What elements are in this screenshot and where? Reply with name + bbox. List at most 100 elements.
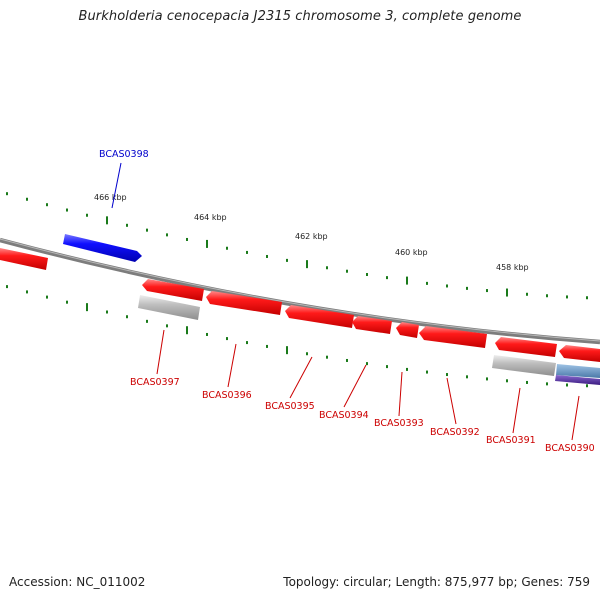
feature-steel-partial[interactable] xyxy=(556,364,600,378)
gene-label-bcas0394[interactable]: BCAS0394 xyxy=(319,410,369,421)
feature-purple-partial[interactable] xyxy=(555,375,600,385)
outer-tick-marks xyxy=(6,192,588,300)
outer-minor-tick xyxy=(186,237,188,241)
chromosome-backbone xyxy=(0,237,600,345)
gene-bcas0398-arrow[interactable] xyxy=(63,234,142,262)
feature-gray-2[interactable] xyxy=(492,355,556,376)
outer-minor-tick xyxy=(86,213,88,217)
outer-minor-tick xyxy=(146,228,148,232)
gene-bcas0391-arrow[interactable] xyxy=(495,337,557,357)
inner-minor-tick xyxy=(446,373,448,377)
outer-minor-tick xyxy=(466,286,468,290)
outer-minor-tick xyxy=(386,276,388,280)
leader-line-bcas0392 xyxy=(446,377,457,425)
inner-minor-tick xyxy=(466,375,468,379)
inner-minor-tick xyxy=(166,324,168,328)
outer-minor-tick xyxy=(46,203,48,207)
outer-minor-tick xyxy=(6,192,8,196)
outer-minor-tick xyxy=(446,284,448,288)
inner-minor-tick xyxy=(146,319,148,323)
gene-bcas0394-arrow[interactable] xyxy=(352,316,392,334)
outer-minor-tick xyxy=(266,254,268,258)
outer-major-tick xyxy=(506,288,508,297)
gene-label-bcas0390[interactable]: BCAS0390 xyxy=(545,443,595,454)
inner-minor-tick xyxy=(506,379,508,383)
inner-minor-tick xyxy=(66,300,68,304)
outer-major-tick xyxy=(406,276,408,285)
inner-minor-tick xyxy=(346,358,348,362)
inner-minor-tick xyxy=(366,362,368,366)
gene-label-bcas0398[interactable]: BCAS0398 xyxy=(99,149,149,160)
inner-minor-tick xyxy=(126,315,128,319)
gene-bcas0396-arrow[interactable] xyxy=(206,291,282,315)
outer-minor-tick xyxy=(546,294,548,298)
outer-minor-tick xyxy=(166,233,168,237)
inner-minor-tick xyxy=(546,382,548,386)
inner-minor-tick xyxy=(106,310,108,314)
feature-gray-1[interactable] xyxy=(138,295,200,320)
outer-minor-tick xyxy=(246,250,248,254)
inner-major-tick xyxy=(86,303,88,312)
outer-minor-tick xyxy=(486,289,488,293)
inner-minor-tick xyxy=(266,344,268,348)
outer-minor-tick xyxy=(66,208,68,212)
leader-line-bcas0390 xyxy=(571,395,580,441)
outer-major-tick xyxy=(206,239,208,248)
leader-line-bcas0394 xyxy=(343,364,367,408)
inner-major-tick xyxy=(186,326,188,335)
genome-summary-text: Topology: circular; Length: 875,977 bp; … xyxy=(283,575,590,589)
outer-minor-tick xyxy=(346,269,348,273)
tick-label-458kbp: 458 kbp xyxy=(496,263,529,272)
gene-partial-left-arrow[interactable] xyxy=(0,248,48,270)
inner-minor-tick xyxy=(26,290,28,294)
outer-minor-tick xyxy=(526,292,528,296)
gene-bcas0393-arrow[interactable] xyxy=(396,322,419,338)
inner-minor-tick xyxy=(406,367,408,371)
outer-minor-tick xyxy=(226,246,228,250)
page-title: Burkholderia cenocepacia J2315 chromosom… xyxy=(78,9,522,24)
outer-minor-tick xyxy=(126,223,128,227)
outer-minor-tick xyxy=(586,296,588,300)
leader-line-bcas0398 xyxy=(111,162,122,209)
leader-line-bcas0397 xyxy=(156,329,165,375)
gene-label-bcas0396[interactable]: BCAS0396 xyxy=(202,390,252,401)
gene-label-bcas0392[interactable]: BCAS0392 xyxy=(430,427,480,438)
inner-tick-marks xyxy=(6,285,588,388)
inner-minor-tick xyxy=(566,383,568,387)
gene-label-bcas0391[interactable]: BCAS0391 xyxy=(486,435,536,446)
inner-minor-tick xyxy=(426,370,428,374)
outer-major-tick xyxy=(306,260,308,269)
tick-label-464kbp: 464 kbp xyxy=(194,213,227,222)
inner-minor-tick xyxy=(6,285,8,289)
gene-label-bcas0397[interactable]: BCAS0397 xyxy=(130,377,180,388)
gene-bcas0397-arrow[interactable] xyxy=(142,279,204,301)
accession-text: Accession: NC_011002 xyxy=(9,575,146,589)
outer-minor-tick xyxy=(366,273,368,277)
outer-minor-tick xyxy=(566,295,568,299)
inner-minor-tick xyxy=(386,365,388,369)
leader-line-bcas0396 xyxy=(227,343,237,388)
inner-minor-tick xyxy=(46,295,48,299)
outer-minor-tick xyxy=(326,266,328,270)
gene-bcas0390-arrow[interactable] xyxy=(559,345,600,362)
inner-minor-tick xyxy=(306,352,308,356)
gene-label-bcas0395[interactable]: BCAS0395 xyxy=(265,401,315,412)
inner-minor-tick xyxy=(326,355,328,359)
outer-minor-tick xyxy=(286,258,288,262)
chromosome-backbone-highlight xyxy=(0,238,600,342)
leader-line-bcas0395 xyxy=(289,356,313,399)
tick-label-462kbp: 462 kbp xyxy=(295,232,328,241)
gene-bcas0395-arrow[interactable] xyxy=(285,305,354,328)
gene-bcas0392-arrow[interactable] xyxy=(419,326,487,348)
inner-minor-tick xyxy=(526,380,528,384)
inner-minor-tick xyxy=(486,377,488,381)
inner-minor-tick xyxy=(246,341,248,345)
tick-label-460kbp: 460 kbp xyxy=(395,248,428,257)
inner-minor-tick xyxy=(586,384,588,388)
gene-label-bcas0393[interactable]: BCAS0393 xyxy=(374,418,424,429)
inner-major-tick xyxy=(286,346,288,355)
tick-label-466kbp: 466 kbp xyxy=(94,193,127,202)
leader-line-bcas0391 xyxy=(512,387,521,434)
outer-major-tick xyxy=(106,216,108,225)
